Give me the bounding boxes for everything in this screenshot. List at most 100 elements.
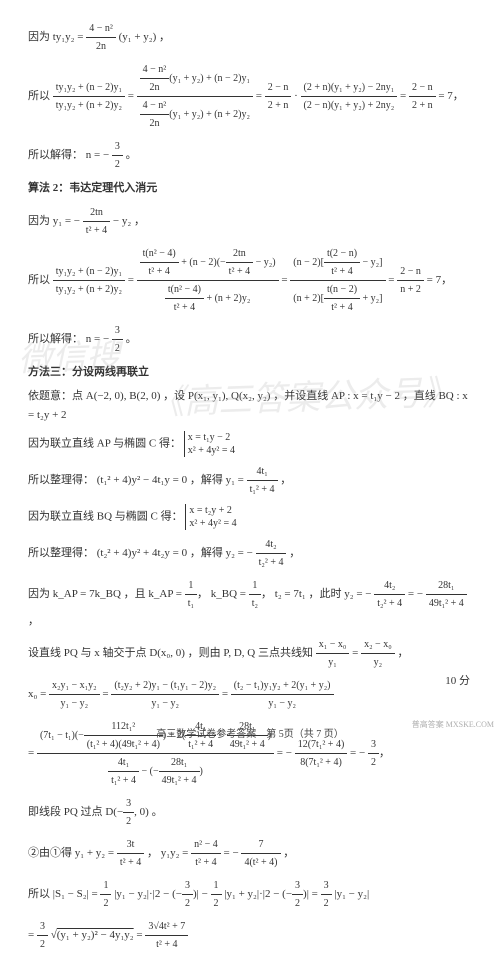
math: y₁ = − (53, 215, 80, 227)
text: ， (147, 847, 158, 859)
math: y₁ = (226, 474, 244, 486)
frac: ty₁y₂ + (n − 2)y₁ty₁y₂ + (n + 2)y₂ (53, 263, 125, 298)
text: ， (283, 847, 294, 859)
text: 依题意：点 (28, 390, 83, 402)
text: 所以 (28, 274, 50, 286)
frac: 32 (321, 877, 332, 912)
math: t₂ = 7t₁ (275, 588, 306, 600)
math: y₂ = − (344, 588, 371, 600)
text: = 7， (427, 274, 452, 286)
math: n = − (86, 333, 109, 345)
frac: t(n² − 4)t² + 4 + (n − 2)(−2tnt² + 4 − y… (137, 245, 279, 316)
text: ，解得 (190, 474, 223, 486)
math: |y₁ − y₂|· (114, 888, 152, 900)
text: = (312, 888, 321, 900)
text: 设直线 PQ 与 x 轴交于点 (28, 647, 147, 659)
line-12: 因为联立直线 BQ 与椭圆 C 得： x = t₂y + 2x² + 4y² =… (28, 504, 472, 530)
math: k_AP = (148, 588, 182, 600)
line-14: 因为 k_AP = 7k_BQ ，且 k_AP = 1t₁， k_BQ = 1t… (28, 577, 472, 631)
line-x0-1: x₀ = x₂y₁ − x₁y₂y₁ − y₂ = (t₂y₂ + 2)y₁ −… (28, 677, 472, 712)
line-13: 所以整理得： (t₂² + 4)y² + 4t₂y = 0 ，解得 y₂ = −… (28, 536, 472, 571)
math: (t₁² + 4)y² − 4t₁y = 0 (97, 474, 187, 486)
frac: 32 (112, 322, 123, 357)
math: y₂ = − (226, 547, 253, 559)
frac: (2 + n)(y₁ + y₂) − 2ny₁(2 − n)(y₁ + y₂) … (301, 79, 398, 114)
math: n = − (86, 149, 109, 161)
math: ty₁y₂ = (53, 31, 84, 43)
math: P, D, Q (223, 647, 255, 659)
frac: 4 − n²2n (86, 20, 116, 55)
text: 三点共线知 (258, 647, 313, 659)
text: 因为 (28, 588, 50, 600)
line-11: 所以整理得： (t₁² + 4)y² − 4t₁y = 0 ，解得 y₁ = 4… (28, 463, 472, 498)
math: − (202, 888, 211, 900)
text: ，此时 (309, 588, 342, 600)
math: |y₁ + y₂|· (224, 888, 262, 900)
text: 所以解得： (28, 333, 83, 345)
text: ，设 (163, 390, 185, 402)
frac: 32 (37, 918, 48, 953)
frac: 1t₂ (249, 577, 261, 612)
math: = − (350, 747, 365, 759)
line-6: 所以 ty₁y₂ + (n − 2)y₁ty₁y₂ + (n + 2)y₂ = … (28, 245, 472, 316)
frac: 32 (368, 736, 379, 771)
line-18: 所以 |S₁ − S₂| = 12 |y₁ − y₂|·|2 − (−32)| … (28, 877, 472, 912)
text: ②由①得 (28, 847, 72, 859)
line-7: 所以解得： n = − 32 。 (28, 322, 472, 357)
math: P(x₁, y₁), Q(x₂, y₂) (188, 390, 271, 402)
score-label: 10 分 (445, 672, 470, 688)
line-16: 即线段 PQ 过点 D(−32, 0) 。 (28, 795, 472, 830)
text: ， (280, 474, 291, 486)
text: ，直线 (403, 390, 436, 402)
text: 。 (152, 806, 163, 818)
text: ， (159, 31, 170, 43)
line-9: 依题意：点 A(−2, 0), B(2, 0) ，设 P(x₁, y₁), Q(… (28, 387, 472, 424)
math: A(−2, 0), B(2, 0) (86, 390, 161, 402)
text: 。 (126, 333, 137, 345)
frac: 2 − nn + 2 (397, 263, 424, 298)
text: 所以 (28, 888, 50, 900)
math: AP : x = t₁y − 2 (331, 390, 400, 402)
text: ， (289, 547, 300, 559)
frac: ty₁y₂ + (n − 2)y₁ty₁y₂ + (n + 2)y₂ (53, 79, 125, 114)
text: 所以 (28, 90, 50, 102)
frac: (n − 2)[t(2 − n)t² + 4 − y₂] (n + 2)[t(n… (290, 245, 385, 316)
system: x = t₁y − 2x² + 4y² = 4 (184, 431, 235, 457)
math: |S₁ − S₂| = (53, 888, 98, 900)
heading-method3: 方法三：分设两线再联立 (28, 363, 472, 382)
frac: 4t₂t₂² + 4 (256, 536, 287, 571)
math: − y₂ (113, 215, 131, 227)
line-3: 所以解得： n = − 32 。 (28, 138, 472, 173)
math: D (105, 806, 113, 818)
frac: 4 − n²2n(y₁ + y₂) + (n − 2)y₁ 4 − n²2n(y… (137, 61, 253, 132)
text: ，解得 (190, 547, 223, 559)
frac: 32 (112, 138, 123, 173)
line-10: 因为联立直线 AP 与椭圆 C 得： x = t₁y − 2x² + 4y² =… (28, 431, 472, 457)
frac: 12(7t₁² + 4)8(7t₁² + 4) (295, 736, 348, 771)
line-2: 所以 ty₁y₂ + (n − 2)y₁ty₁y₂ + (n + 2)y₂ = … (28, 61, 472, 132)
math: (y₁ + y₂) (119, 31, 157, 43)
text: ，并设直线 (273, 390, 328, 402)
math: |y₁ − y₂| (334, 888, 369, 900)
math: D(x₀, 0) (149, 647, 185, 659)
math: (t₂² + 4)y² + 4t₂y = 0 (97, 547, 187, 559)
text: ， (134, 215, 145, 227)
frac: x₂ − x₀y₂ (361, 636, 395, 671)
math: k_BQ = (211, 588, 246, 600)
math: k_AP = 7k_BQ (53, 588, 121, 600)
text: 因为 (28, 215, 50, 227)
frac: 3√4t² + 7t² + 4 (145, 918, 188, 953)
text: 因为联立直线 AP 与椭圆 C 得： (28, 437, 181, 449)
math: y₁y₂ = (161, 847, 189, 859)
line-19: = 32 √(y₁ + y₂)² − 4y₁y₂ = 3√4t² + 7t² +… (28, 918, 472, 953)
frac: 74(t² + 4) (241, 836, 280, 871)
text: ， (397, 647, 408, 659)
text: 。 (126, 149, 137, 161)
text: 所以整理得： (28, 547, 94, 559)
text: ， (28, 615, 39, 627)
heading-method2-alg2: 算法 2：韦达定理代入消元 (28, 179, 472, 198)
text: = (28, 929, 37, 941)
line-15: 设直线 PQ 与 x 轴交于点 D(x₀, 0) ，则由 P, D, Q 三点共… (28, 636, 472, 671)
frac: x₁ − x₀y₁ (316, 636, 350, 671)
frac: n² − 4t² + 4 (191, 836, 221, 871)
